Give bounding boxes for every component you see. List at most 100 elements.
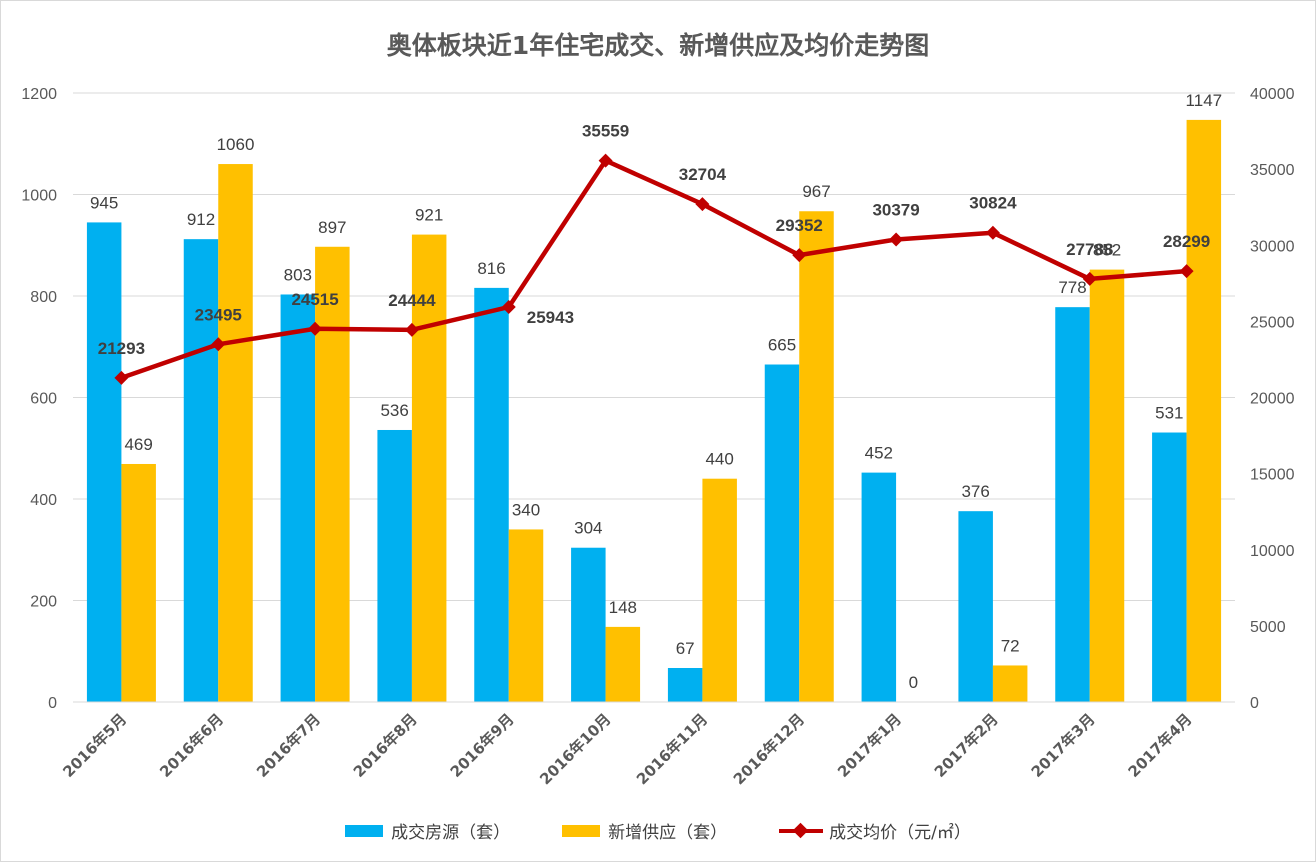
bar-transactions: [474, 287, 509, 702]
price-marker: [501, 300, 516, 315]
y-right-tick-label: 25000: [1250, 314, 1295, 331]
price-marker: [985, 225, 1000, 240]
y-left-tick-label: 600: [30, 391, 57, 408]
data-label-supply: 469: [124, 435, 152, 454]
data-label-supply: 921: [415, 206, 443, 225]
x-tick-label: 2017年3月: [1028, 710, 1099, 781]
x-tick-label: 2017年1月: [834, 710, 905, 781]
bar-supply: [1186, 119, 1222, 702]
data-label-supply: 72: [1001, 636, 1020, 655]
bar-transactions: [861, 472, 897, 702]
data-label-price: 21293: [98, 339, 145, 358]
bar-supply: [799, 211, 834, 702]
legend-swatch-price: [779, 822, 824, 839]
price-marker: [1179, 264, 1194, 279]
data-label-supply: 852: [1093, 241, 1121, 260]
data-label-transactions: 816: [477, 259, 505, 278]
bar-transactions: [667, 667, 703, 702]
x-tick-label: 2016年11月: [633, 710, 711, 788]
bar-transactions: [958, 511, 993, 702]
data-label-price: 23495: [195, 305, 242, 324]
x-tick-label: 2016年10月: [536, 710, 614, 788]
y-right-tick-label: 5000: [1250, 619, 1286, 636]
data-label-supply: 0: [909, 673, 918, 692]
data-label-transactions: 452: [865, 444, 893, 463]
data-label-price: 30824: [969, 194, 1017, 213]
data-label-transactions: 665: [768, 336, 796, 355]
price-line: [120, 158, 1187, 380]
data-label-price: 32704: [679, 165, 727, 184]
data-label-transactions: 945: [90, 193, 118, 212]
price-marker: [211, 337, 226, 352]
y-right-tick-label: 30000: [1250, 238, 1295, 255]
data-label-price: 24444: [388, 291, 436, 310]
y-right-tick-label: 20000: [1250, 391, 1295, 408]
price-marker: [308, 321, 323, 336]
bar-supply: [218, 164, 253, 703]
price-marker: [114, 370, 129, 385]
bar-transactions: [86, 222, 122, 702]
data-label-price: 28299: [1163, 232, 1210, 251]
bar-supply: [315, 246, 350, 702]
bar-supply: [121, 463, 156, 702]
data-label-price: 29352: [776, 216, 823, 235]
data-label-transactions: 778: [1058, 278, 1086, 297]
data-label-supply: 440: [705, 450, 733, 469]
price-marker: [695, 197, 710, 212]
data-label-transactions: 803: [284, 265, 312, 284]
x-tick-label: 2017年2月: [931, 710, 1002, 781]
bar-transactions: [280, 294, 316, 702]
bar-supply: [411, 234, 447, 702]
legend-swatch-supply: [562, 824, 601, 837]
bar-transactions: [183, 239, 219, 702]
x-tick-label: 2017年4月: [1125, 710, 1196, 781]
x-tick-label: 2016年12月: [730, 710, 808, 788]
price-marker: [404, 322, 419, 337]
data-label-transactions: 531: [1155, 404, 1183, 423]
legend-swatch-transactions: [345, 824, 384, 837]
bar-transactions: [571, 547, 606, 702]
y-right-tick-label: 35000: [1250, 162, 1295, 179]
data-label-transactions: 912: [187, 210, 215, 229]
legend-item-transactions: 成交房源（套）: [345, 818, 510, 843]
data-label-price: 35559: [582, 122, 629, 141]
data-label-supply: 148: [609, 598, 637, 617]
data-label-transactions: 304: [574, 519, 602, 538]
legend-label-price: 成交均价（元/㎡）: [829, 823, 971, 843]
legend-label-supply: 新增供应（套）: [608, 823, 728, 843]
data-label-supply: 967: [802, 182, 830, 201]
data-label-transactions: 376: [961, 482, 989, 501]
price-marker: [889, 232, 904, 247]
data-label-price: 25943: [527, 308, 574, 327]
y-left-tick-label: 200: [30, 594, 57, 611]
y-right-tick-label: 40000: [1250, 86, 1295, 103]
y-left-tick-label: 1200: [21, 86, 57, 103]
y-right-tick-label: 10000: [1250, 543, 1295, 560]
bar-supply: [605, 626, 641, 702]
bar-transactions: [377, 429, 412, 702]
data-label-supply: 1060: [217, 135, 255, 154]
x-tick-label: 2016年9月: [447, 710, 518, 781]
bar-transactions: [1152, 432, 1187, 702]
legend-label-transactions: 成交房源（套）: [391, 823, 511, 843]
data-label-price: 27788: [1066, 240, 1113, 259]
data-label-supply: 1147: [1186, 91, 1223, 110]
legend-item-price: 成交均价（元/㎡）: [779, 818, 971, 843]
y-left-tick-label: 0: [48, 695, 57, 712]
x-tick-label: 2016年8月: [350, 710, 421, 781]
legend: 成交房源（套） 新增供应（套） 成交均价（元/㎡）: [0, 818, 1316, 843]
y-left-tick-label: 800: [30, 289, 57, 306]
x-tick-label: 2016年7月: [253, 710, 324, 781]
y-left-tick-label: 400: [30, 492, 57, 509]
bar-supply: [1089, 269, 1125, 702]
data-label-supply: 340: [512, 500, 540, 519]
data-label-transactions: 67: [676, 639, 695, 658]
y-right-tick-label: 15000: [1250, 467, 1295, 484]
price-marker: [1082, 271, 1097, 286]
data-label-supply: 897: [318, 218, 346, 237]
y-left-tick-label: 1000: [21, 188, 57, 205]
price-marker: [792, 248, 807, 263]
data-label-price: 30379: [872, 200, 919, 219]
bar-transactions: [764, 364, 800, 702]
